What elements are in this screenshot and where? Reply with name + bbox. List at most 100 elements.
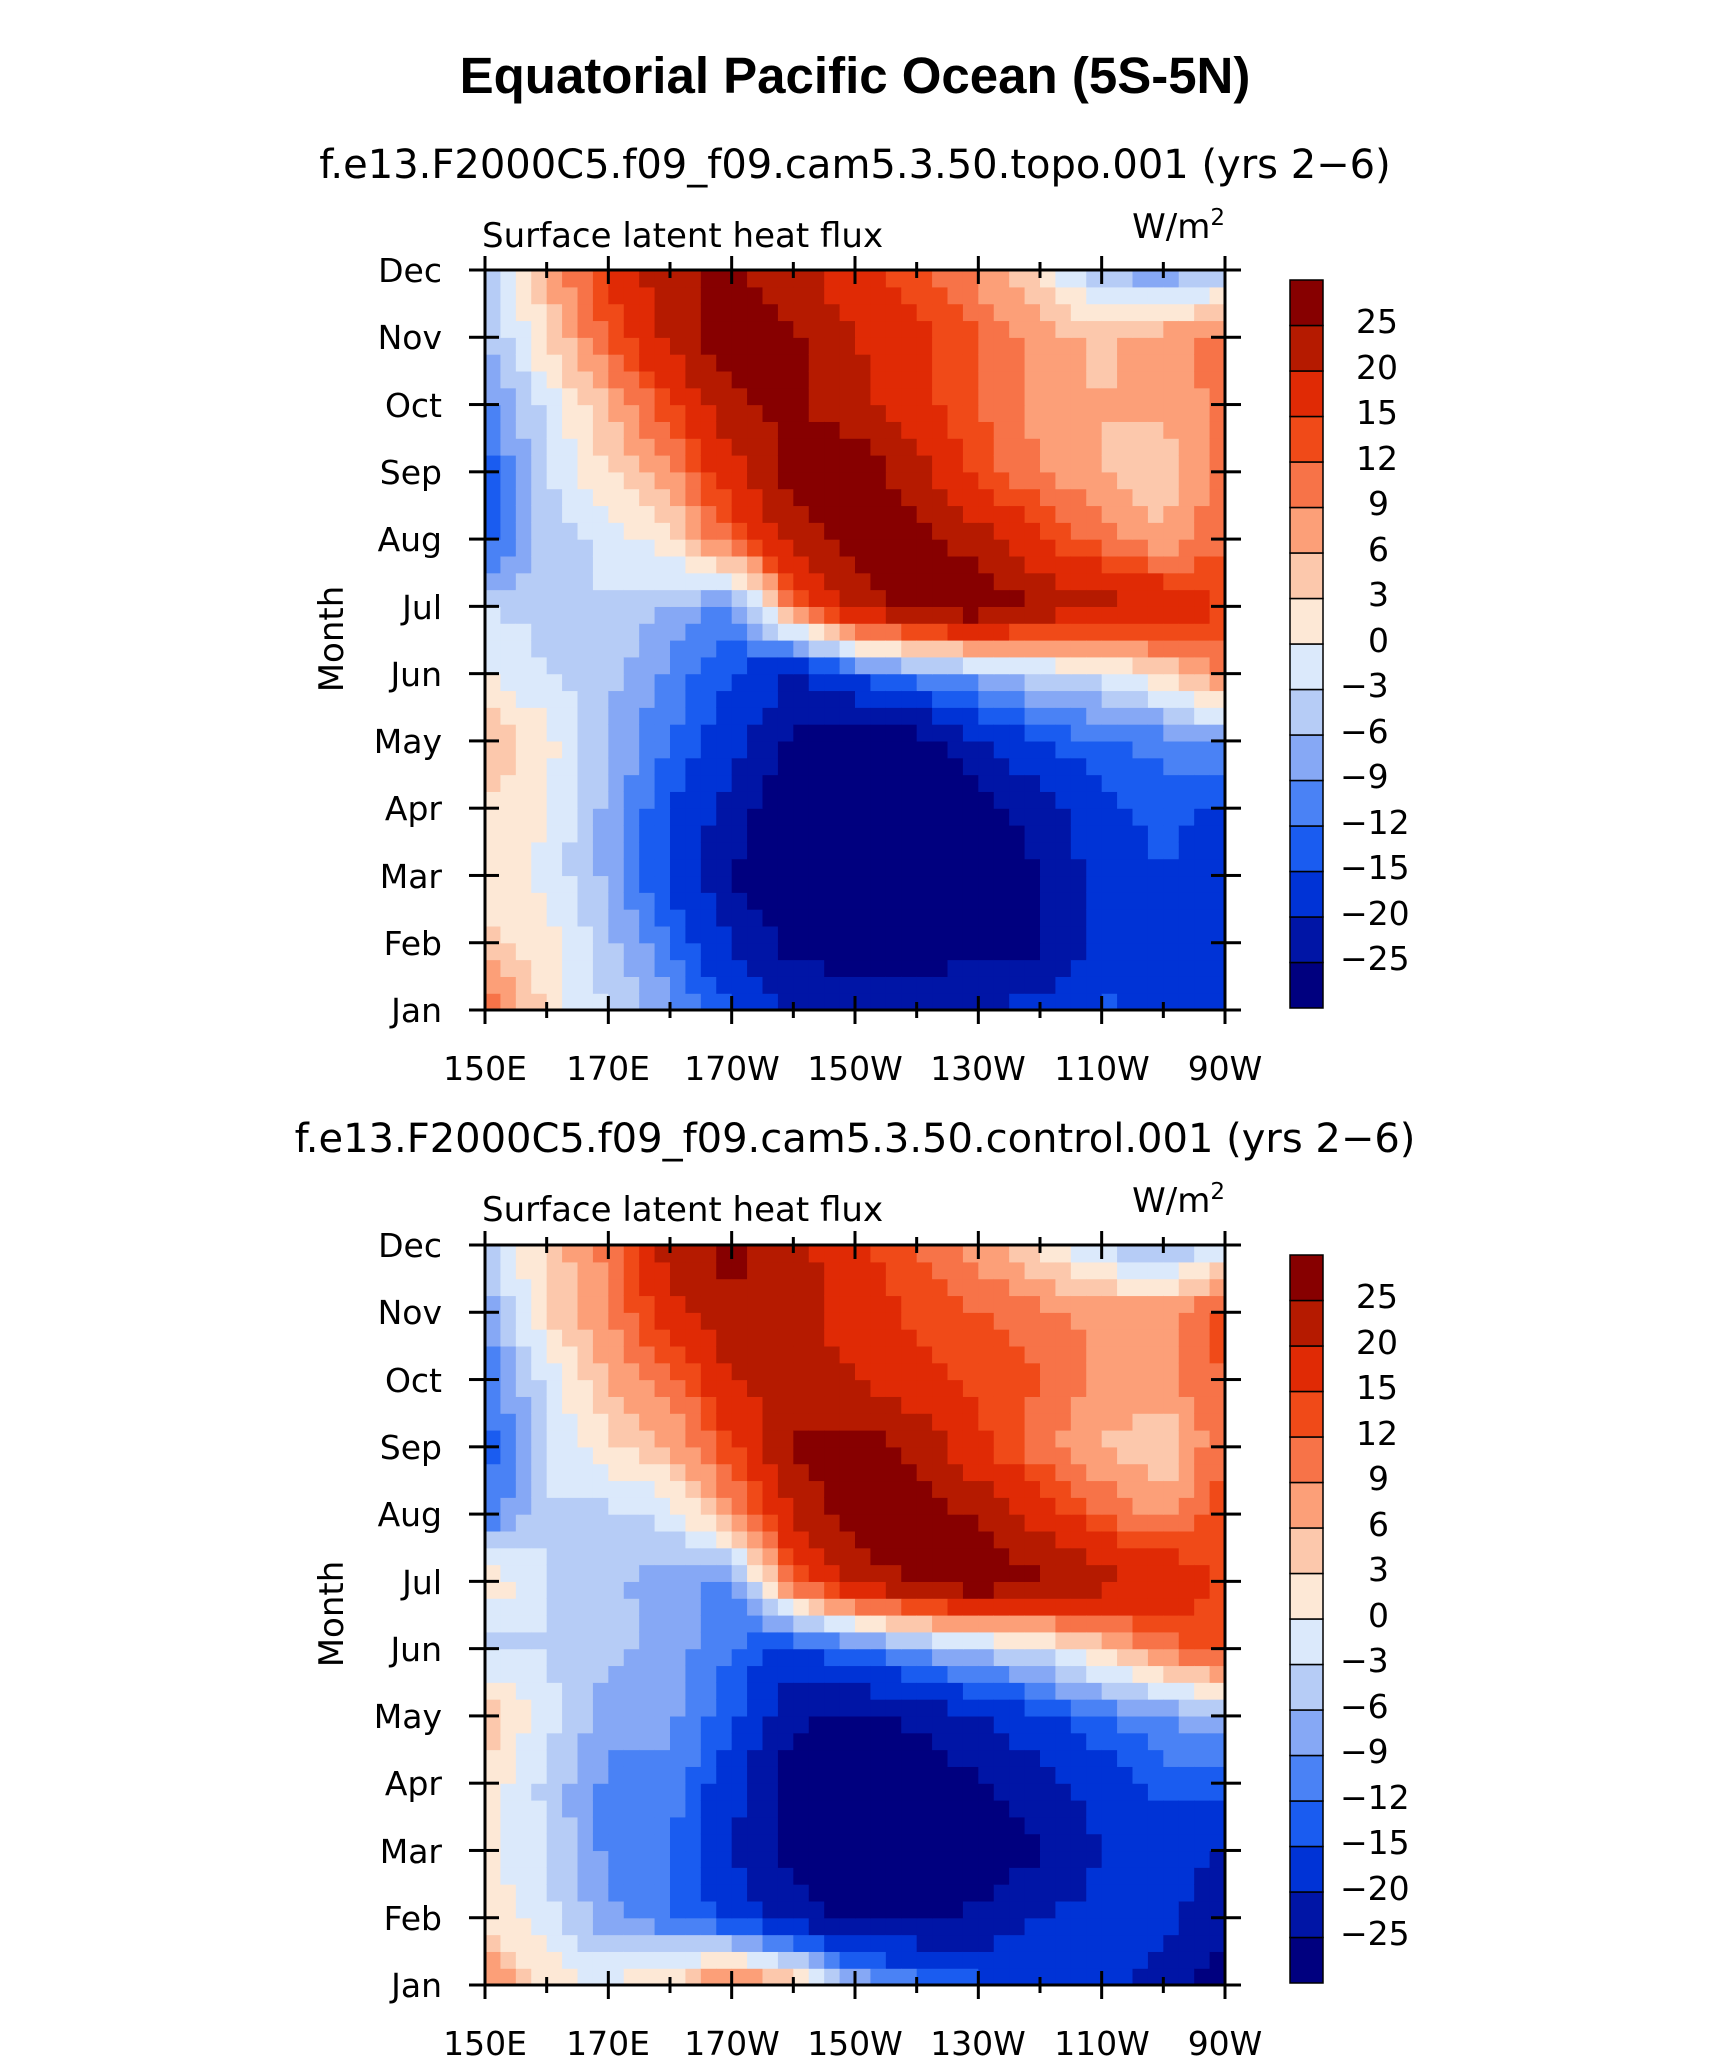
heat-cell bbox=[901, 1615, 918, 1633]
heat-cell bbox=[1209, 858, 1226, 877]
heat-cell bbox=[978, 892, 995, 910]
heat-cell bbox=[808, 1261, 825, 1280]
heat-cell bbox=[808, 774, 825, 792]
heat-cell bbox=[1194, 488, 1211, 507]
heat-cell bbox=[623, 640, 640, 658]
heat-cell bbox=[1117, 640, 1134, 658]
heat-cell bbox=[1147, 354, 1164, 372]
heat-cell bbox=[777, 1951, 794, 1969]
heat-cell bbox=[700, 1699, 717, 1717]
heat-cell bbox=[962, 1530, 979, 1549]
heat-cell bbox=[901, 1261, 918, 1280]
heat-cell bbox=[1101, 1749, 1118, 1767]
heat-cell bbox=[577, 1446, 594, 1465]
heat-cell bbox=[531, 1833, 548, 1852]
heat-cell bbox=[808, 421, 825, 439]
heat-cell bbox=[546, 1278, 563, 1297]
heat-cell bbox=[1178, 1345, 1195, 1364]
heat-cell bbox=[577, 270, 594, 288]
heat-cell bbox=[1178, 1547, 1195, 1566]
heat-cell bbox=[1009, 976, 1026, 994]
heat-cell bbox=[500, 858, 517, 877]
heat-cell bbox=[870, 1581, 887, 1599]
heat-cell bbox=[824, 740, 841, 759]
y-tick-label: Jan bbox=[389, 1966, 442, 2005]
heat-cell bbox=[1040, 1783, 1057, 1801]
heat-cell bbox=[531, 572, 548, 591]
heat-cell bbox=[978, 808, 995, 826]
heat-cell bbox=[1117, 488, 1134, 507]
heat-cell bbox=[947, 1547, 964, 1566]
heat-cell bbox=[1178, 724, 1195, 742]
heat-cell bbox=[1147, 471, 1164, 490]
heat-cell bbox=[962, 539, 979, 557]
heat-cell bbox=[793, 925, 810, 944]
heat-cell bbox=[1132, 1917, 1149, 1936]
heat-cell bbox=[546, 1329, 563, 1347]
heat-cell bbox=[562, 1783, 579, 1801]
heat-cell bbox=[947, 1850, 964, 1868]
heat-cell bbox=[700, 1732, 717, 1751]
heat-cell bbox=[685, 1867, 702, 1885]
heat-cell bbox=[777, 1968, 794, 1986]
heat-cell bbox=[1132, 825, 1149, 843]
heat-cell bbox=[793, 1833, 810, 1852]
heat-cell bbox=[500, 1884, 517, 1902]
heat-cell bbox=[1070, 1884, 1087, 1902]
heat-cell bbox=[993, 1833, 1010, 1852]
heat-cell bbox=[777, 1783, 794, 1801]
heat-cell bbox=[855, 707, 872, 725]
color-bar bbox=[1289, 279, 1324, 1009]
heat-cell bbox=[623, 1530, 640, 1549]
heat-cell bbox=[500, 1951, 517, 1969]
heat-cell bbox=[1194, 1682, 1211, 1700]
heat-cell bbox=[947, 1900, 964, 1919]
heat-cell bbox=[1055, 1245, 1072, 1263]
heat-cell bbox=[670, 892, 687, 910]
heat-cell bbox=[1009, 354, 1026, 372]
heat-cell bbox=[654, 1631, 671, 1650]
heat-cell bbox=[670, 370, 687, 389]
heat-cell bbox=[839, 791, 856, 809]
heat-cell bbox=[978, 1379, 995, 1397]
heat-cell bbox=[485, 320, 502, 338]
heat-cell bbox=[777, 370, 794, 389]
heat-cell bbox=[808, 1480, 825, 1498]
heat-cell bbox=[916, 1615, 933, 1633]
heat-cell bbox=[855, 1631, 872, 1650]
heat-cell bbox=[1101, 875, 1118, 893]
heat-cell bbox=[485, 505, 502, 523]
heat-cell bbox=[1040, 1480, 1057, 1498]
heat-cell bbox=[1209, 1379, 1226, 1397]
heat-cell bbox=[1024, 1867, 1041, 1885]
heat-cell bbox=[700, 1783, 717, 1801]
heat-cell bbox=[1070, 1934, 1087, 1952]
heat-cell bbox=[515, 1547, 532, 1566]
heat-cell bbox=[485, 673, 502, 692]
heat-cell bbox=[608, 1362, 625, 1381]
heat-cell bbox=[515, 1648, 532, 1667]
heat-cell bbox=[962, 505, 979, 523]
heat-cell bbox=[962, 404, 979, 422]
heat-cell bbox=[916, 1917, 933, 1936]
heat-cell bbox=[546, 1362, 563, 1381]
heat-cell bbox=[731, 892, 748, 910]
heat-cell bbox=[1101, 1665, 1118, 1683]
heat-cell bbox=[500, 623, 517, 641]
heat-cell bbox=[700, 1379, 717, 1397]
heat-cell bbox=[639, 909, 656, 927]
heat-cell bbox=[808, 387, 825, 406]
heat-cell bbox=[500, 1783, 517, 1801]
heat-cell bbox=[824, 1295, 841, 1313]
heat-cell bbox=[546, 1430, 563, 1448]
heat-cell bbox=[747, 1968, 764, 1986]
heat-cell bbox=[1117, 925, 1134, 944]
heat-cell bbox=[870, 976, 887, 994]
heat-cell bbox=[500, 320, 517, 338]
heat-cell bbox=[1024, 942, 1041, 961]
heat-cell bbox=[916, 1800, 933, 1818]
heat-cell bbox=[531, 1379, 548, 1397]
heat-cell bbox=[1024, 1951, 1041, 1969]
heat-cell bbox=[1117, 791, 1134, 809]
heat-cell bbox=[515, 1699, 532, 1717]
